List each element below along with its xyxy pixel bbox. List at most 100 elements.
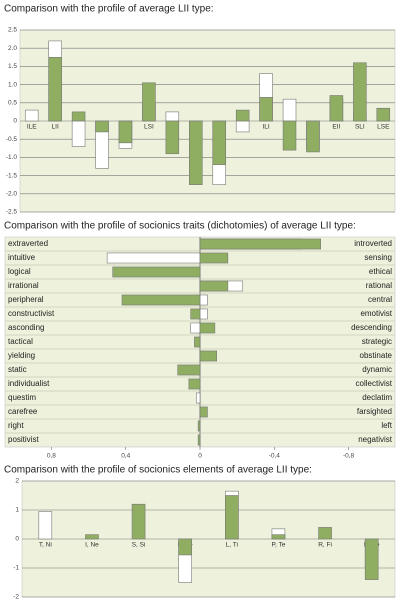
bar [85, 534, 99, 540]
bar [235, 109, 250, 122]
left-label: logical [8, 267, 31, 276]
left-label: static [8, 365, 27, 374]
bar [235, 120, 250, 133]
bar [188, 378, 201, 390]
bar [282, 98, 297, 122]
bar [38, 511, 53, 540]
right-label: farsighted [357, 407, 392, 416]
y-tick-label: -2.0 [6, 191, 18, 198]
bar [118, 120, 133, 144]
bar [353, 62, 367, 122]
x-tick-label: -0,8 [343, 453, 355, 460]
bar [199, 322, 216, 334]
bar [142, 82, 156, 122]
right-label: emotivist [360, 309, 392, 318]
y-tick-label: -0.5 [6, 136, 18, 143]
bar [194, 336, 201, 348]
right-label: strategic [362, 337, 392, 346]
bar [199, 280, 229, 292]
x-tick-label: 0,4 [121, 453, 130, 460]
right-label: obstinate [360, 351, 393, 360]
x-tick-label: EII [332, 124, 340, 131]
right-label: descending [351, 323, 392, 332]
bar [212, 120, 226, 165]
y-tick-label: 2.5 [8, 27, 17, 34]
bar [197, 434, 201, 446]
bar [306, 120, 320, 153]
bar [199, 252, 229, 264]
x-tick-label: 0,8 [47, 453, 56, 460]
right-label: negativist [358, 435, 393, 444]
left-label: individualist [8, 379, 50, 388]
right-label: ethical [369, 267, 392, 276]
bar [199, 406, 208, 418]
bar [199, 294, 208, 306]
chart-title: Comparison with the profile of socionics… [4, 465, 312, 476]
x-tick-label: 0 [198, 453, 202, 460]
right-label: dynamic [362, 365, 392, 374]
x-tick-label: T, Ni [39, 542, 52, 549]
left-label: asconding [8, 323, 44, 332]
x-tick-label: R, Fi [318, 542, 332, 549]
bar [112, 266, 201, 278]
bar [95, 120, 109, 133]
y-tick-label: 2 [15, 478, 19, 485]
x-tick-label: L, Ti [226, 542, 238, 549]
bar [121, 294, 201, 306]
x-tick-label: I, Ne [85, 542, 99, 549]
y-tick-label: -1 [13, 565, 19, 572]
bar [165, 120, 180, 155]
bar [165, 111, 180, 122]
y-tick-label: 2.0 [8, 45, 17, 52]
bar [318, 527, 332, 540]
left-label: carefree [8, 407, 38, 416]
bar [259, 97, 273, 122]
x-tick-label: LSE [377, 124, 390, 131]
y-tick-label: 0.5 [8, 100, 17, 107]
x-tick-label: SLI [355, 124, 365, 131]
chart-title: Comparison with the profile of socionics… [4, 221, 356, 232]
bar [71, 120, 86, 147]
bar [190, 308, 201, 320]
bar [329, 95, 344, 122]
y-tick-label: -2 [13, 594, 19, 600]
x-tick-label: LII [52, 124, 59, 131]
y-tick-label: 0 [15, 536, 19, 543]
bar [189, 120, 203, 186]
bar [199, 308, 208, 320]
bar [195, 392, 201, 404]
left-label: extraverted [8, 239, 48, 248]
y-tick-label: -1.5 [6, 172, 18, 179]
y-tick-label: 0 [13, 118, 17, 125]
y-tick-label: -1.0 [6, 154, 18, 161]
right-label: left [381, 421, 392, 430]
bar [24, 109, 39, 122]
bar [131, 503, 146, 540]
right-label: rational [366, 281, 392, 290]
bar [197, 420, 201, 432]
bar [106, 252, 201, 264]
bar [177, 364, 201, 376]
right-label: declatim [362, 393, 392, 402]
x-tick-label: ILE [27, 124, 37, 131]
bar [178, 538, 192, 556]
x-tick-label: ILI [262, 124, 269, 131]
bar [271, 534, 286, 540]
bar [199, 350, 218, 362]
bar [376, 107, 391, 122]
right-label: sensing [364, 253, 392, 262]
right-label: central [368, 295, 392, 304]
left-label: peripheral [8, 295, 44, 304]
left-label: irrational [8, 281, 39, 290]
y-tick-label: 1.0 [8, 81, 17, 88]
bar [48, 56, 62, 122]
y-tick-label: 1 [15, 507, 19, 514]
chart-title: Comparison with the profile of average L… [4, 4, 214, 15]
right-label: collectivist [356, 379, 393, 388]
left-label: questim [8, 393, 36, 402]
right-label: introverted [354, 239, 392, 248]
x-tick-label: -0,4 [269, 453, 281, 460]
left-label: positivist [8, 435, 39, 444]
x-tick-label: P, Te [272, 542, 286, 549]
